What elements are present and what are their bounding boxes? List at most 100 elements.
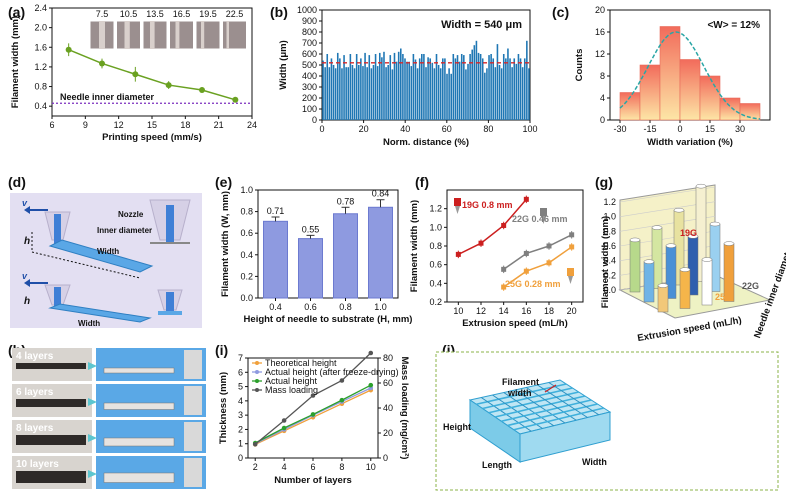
filament-line <box>507 403 598 427</box>
bar <box>404 58 406 120</box>
bar-3d-top <box>651 225 663 230</box>
x-tick-label: 0 <box>319 124 324 134</box>
bar <box>383 51 385 120</box>
y-tick-label: 400 <box>302 71 317 81</box>
bar <box>719 97 741 121</box>
bar <box>433 68 436 120</box>
y-tick-label: 300 <box>302 82 317 92</box>
x-axis-label: Norm. distance (%) <box>383 137 469 148</box>
data-point <box>501 266 507 272</box>
y-tick-label: 3 <box>238 410 243 420</box>
layer-label: 6 layers <box>16 387 54 398</box>
bar <box>679 59 701 121</box>
y-axis-label: Filament width (W, mm) <box>220 191 231 297</box>
bar <box>435 54 438 120</box>
bar <box>502 54 505 120</box>
render-label-width: Width <box>582 457 607 467</box>
bar <box>446 73 448 120</box>
legend-entry: Theoretical height <box>265 358 337 368</box>
photo-filament <box>99 21 105 49</box>
y-tick-label: 2.0 <box>34 23 47 33</box>
bar <box>400 48 402 120</box>
bar <box>414 59 417 120</box>
series-line <box>68 49 236 101</box>
photo-sample-left <box>16 363 86 369</box>
bar-3d <box>629 239 641 293</box>
photo-tile <box>142 20 168 50</box>
bar <box>699 75 721 121</box>
series-label: 19G <box>680 228 697 238</box>
bar-3d-top <box>665 243 677 248</box>
render-label-height: Height <box>443 422 471 432</box>
bar <box>408 61 410 120</box>
photo-grid-h: 4 layers 6 layers 8 layers 10 layers <box>12 348 206 489</box>
y-axis-label: Width (μm) <box>278 40 289 90</box>
photo-label: 13.5 <box>146 9 164 19</box>
y-tick-label: 0.4 <box>429 278 442 288</box>
bar <box>416 68 419 120</box>
velocity-label-upper: v <box>22 198 28 208</box>
x-tick-label: 2 <box>253 462 258 472</box>
legend-marker <box>255 370 259 374</box>
x-tick-label: 10 <box>453 306 463 316</box>
x-tick-label: 20 <box>359 124 369 134</box>
bar <box>484 72 486 120</box>
needle-icon <box>454 198 461 206</box>
y-tick-label: 0.8 <box>34 82 47 92</box>
y-tick-label: 200 <box>302 93 317 103</box>
nozzle-inner-lower <box>54 287 61 307</box>
y-axis-label: Filament width (mm) <box>600 216 611 308</box>
bar <box>341 68 343 120</box>
ruler <box>184 386 202 415</box>
bar-3d-top <box>673 207 685 213</box>
x-tick-label: 10 <box>366 462 376 472</box>
y-tick-label: 1.0 <box>429 222 442 232</box>
x-tick-label: 8 <box>339 462 344 472</box>
y-tick-label: 20 <box>595 5 605 15</box>
bar-3d-top <box>629 237 641 243</box>
panel-label-d: (d) <box>8 174 26 190</box>
series-label: 25G <box>715 292 732 302</box>
y-tick-label: 500 <box>302 60 317 70</box>
x-tick-label: 30 <box>735 124 745 134</box>
bar <box>486 68 488 120</box>
photo-filament <box>150 21 155 49</box>
chart-b: 0 20 40 60 80 1000100200300400500600700800900… <box>278 5 538 148</box>
panel-j-frame: Filament width Height Length Width <box>435 351 779 491</box>
x-axis-label: Height of needle to substrate (H, mm) <box>244 314 413 325</box>
y-tick-label: 0.2 <box>603 270 616 280</box>
x-tick-label: 1.0 <box>374 302 387 312</box>
data-point <box>310 393 316 398</box>
x-tick-label: 14 <box>499 306 509 316</box>
bar-3d-top <box>709 221 721 227</box>
y-tick-label: 0.6 <box>429 260 442 270</box>
y-tick-label: 7 <box>238 353 243 363</box>
filament-line-cross <box>514 389 566 424</box>
data-point <box>478 240 484 246</box>
bar <box>431 62 434 120</box>
x-tick-label: 80 <box>483 124 493 134</box>
bar-3d-top <box>679 267 691 272</box>
bar <box>364 52 366 120</box>
y-tick-label: 1 <box>238 439 243 449</box>
series-label: 22G 0.46 mm <box>512 214 568 224</box>
bar <box>425 67 427 120</box>
x-tick-label: 16 <box>521 306 531 316</box>
bar <box>448 68 450 120</box>
render-label-filament-width: width <box>507 388 532 398</box>
bar <box>376 66 379 120</box>
render-label-filament: Filament <box>502 377 539 387</box>
x-tick-label: 0 <box>677 124 682 134</box>
bar <box>322 60 324 120</box>
y-tick-label: 0 <box>312 115 317 125</box>
data-point <box>523 196 529 202</box>
photo-sample-left <box>16 435 86 445</box>
width-label-upper: Width <box>97 247 119 256</box>
y2-axis-label: Mass loading (mg/cm²) <box>399 357 410 460</box>
panel-label-g: (g) <box>595 174 613 190</box>
x-tick-label: 100 <box>522 124 537 134</box>
bar <box>490 54 492 120</box>
legend-marker <box>255 379 259 383</box>
bar <box>739 103 761 121</box>
velocity-label-lower: v <box>22 271 28 281</box>
